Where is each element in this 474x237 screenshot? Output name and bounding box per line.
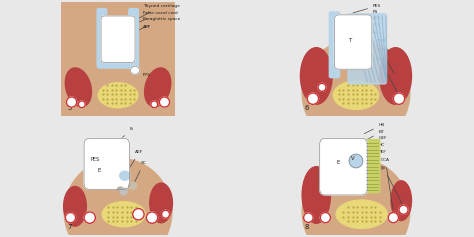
Circle shape [146, 212, 158, 223]
Text: SCM: SCM [376, 39, 388, 51]
FancyBboxPatch shape [129, 9, 138, 66]
Circle shape [388, 213, 399, 223]
Text: T: T [348, 38, 351, 43]
Text: 5: 5 [67, 105, 72, 111]
Circle shape [84, 212, 95, 223]
Text: SC: SC [134, 161, 146, 183]
Circle shape [393, 93, 405, 104]
Ellipse shape [145, 68, 171, 107]
Text: AEF: AEF [126, 25, 151, 44]
Circle shape [133, 209, 144, 220]
Circle shape [65, 213, 75, 223]
Text: E: E [337, 160, 340, 165]
Text: PES: PES [353, 4, 381, 13]
Text: CCA: CCA [376, 48, 394, 74]
FancyBboxPatch shape [97, 9, 107, 66]
Circle shape [307, 93, 319, 104]
Ellipse shape [108, 147, 117, 175]
Ellipse shape [65, 68, 91, 107]
Ellipse shape [64, 39, 172, 147]
Ellipse shape [102, 202, 145, 227]
FancyBboxPatch shape [348, 14, 387, 84]
Ellipse shape [302, 39, 410, 147]
Text: GEF: GEF [370, 137, 387, 145]
Text: IJV: IJV [381, 166, 402, 204]
FancyBboxPatch shape [364, 139, 380, 193]
Text: 6: 6 [305, 105, 310, 111]
Text: BT: BT [367, 130, 384, 139]
Text: HB: HB [364, 123, 385, 134]
Circle shape [320, 213, 330, 223]
Ellipse shape [120, 171, 130, 180]
Circle shape [159, 97, 170, 107]
Text: False vocal cord: False vocal cord [130, 11, 178, 26]
Text: V: V [351, 156, 355, 161]
FancyBboxPatch shape [84, 138, 129, 189]
Ellipse shape [98, 83, 138, 108]
FancyBboxPatch shape [329, 12, 339, 78]
Text: Thyroid cartilage: Thyroid cartilage [139, 4, 180, 18]
Text: PYS: PYS [135, 70, 151, 77]
Ellipse shape [302, 167, 330, 223]
Ellipse shape [130, 66, 139, 74]
Text: 8: 8 [305, 224, 310, 230]
Ellipse shape [380, 48, 411, 104]
Text: PES: PES [91, 157, 100, 162]
Text: PYS: PYS [371, 23, 381, 34]
Text: IJV: IJV [376, 57, 398, 93]
Ellipse shape [301, 48, 332, 104]
Circle shape [304, 213, 313, 222]
Text: E: E [98, 168, 101, 173]
Text: SC: SC [373, 31, 379, 43]
Text: PEF: PEF [374, 150, 386, 159]
Circle shape [399, 205, 408, 214]
Ellipse shape [87, 144, 100, 178]
FancyBboxPatch shape [98, 59, 138, 68]
Text: LV: LV [112, 35, 118, 40]
Circle shape [151, 101, 158, 108]
Ellipse shape [150, 183, 173, 223]
Ellipse shape [391, 181, 411, 220]
Text: PS: PS [361, 9, 378, 18]
Circle shape [66, 97, 77, 107]
FancyBboxPatch shape [319, 138, 367, 195]
FancyBboxPatch shape [101, 16, 135, 62]
Text: Paraglottic space: Paraglottic space [128, 18, 180, 35]
Ellipse shape [302, 158, 410, 237]
Ellipse shape [118, 187, 123, 191]
Circle shape [162, 210, 170, 218]
FancyBboxPatch shape [335, 15, 372, 69]
Circle shape [318, 83, 326, 91]
Circle shape [78, 101, 85, 108]
Ellipse shape [129, 182, 137, 190]
Text: HC: HC [372, 143, 385, 151]
Text: 7: 7 [67, 224, 72, 230]
Text: CCA: CCA [381, 158, 393, 209]
Text: IS: IS [111, 128, 133, 148]
Text: AEF: AEF [367, 16, 381, 26]
Circle shape [120, 188, 127, 195]
Ellipse shape [64, 158, 172, 237]
Ellipse shape [336, 200, 387, 228]
Ellipse shape [333, 81, 379, 109]
Ellipse shape [64, 187, 86, 226]
Ellipse shape [349, 154, 363, 168]
Text: AEF: AEF [126, 150, 143, 173]
